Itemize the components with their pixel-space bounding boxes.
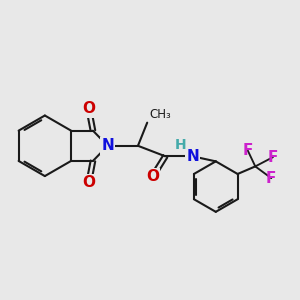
Text: F: F — [242, 143, 253, 158]
Text: F: F — [268, 150, 278, 165]
Text: N: N — [186, 149, 199, 164]
Text: O: O — [146, 169, 159, 184]
Text: O: O — [82, 101, 95, 116]
Text: O: O — [82, 175, 95, 190]
Text: F: F — [266, 171, 277, 186]
Text: CH₃: CH₃ — [149, 108, 171, 121]
Text: N: N — [101, 138, 114, 153]
Text: H: H — [175, 137, 187, 152]
